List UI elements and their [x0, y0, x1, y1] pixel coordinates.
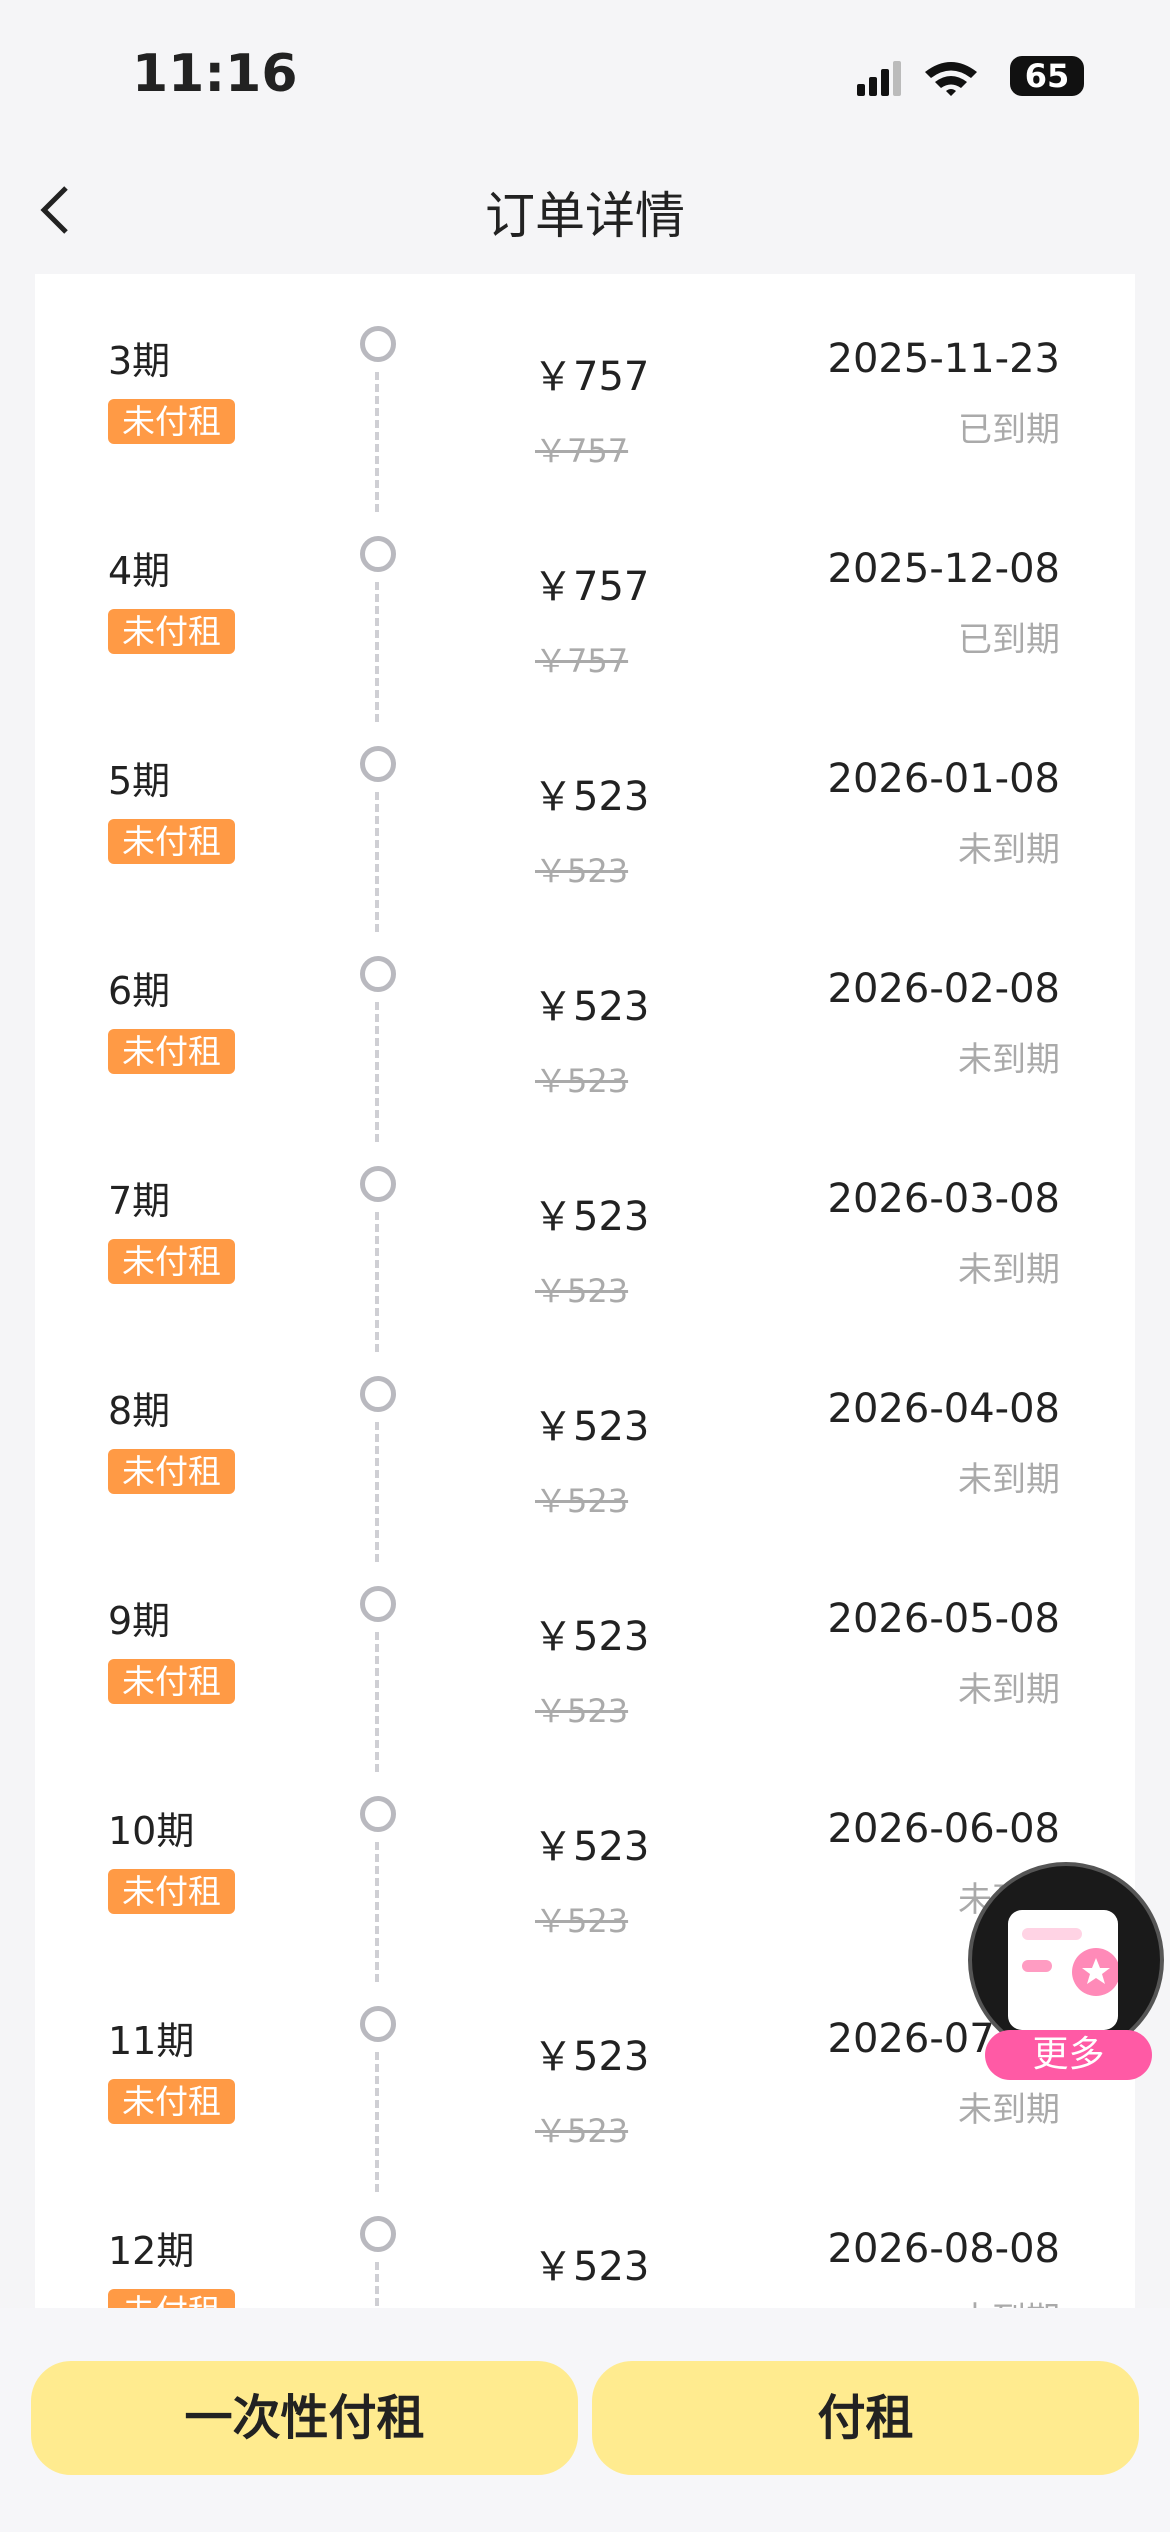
- timeline-dot: [360, 1166, 396, 1202]
- price: ￥523: [533, 1194, 650, 1240]
- timeline-dot: [360, 2216, 396, 2252]
- timeline-line: [375, 1212, 379, 1352]
- battery: 65: [1010, 56, 1084, 96]
- status-tag: 未付租: [108, 399, 235, 444]
- timeline-dot: [360, 326, 396, 362]
- period: 10期: [108, 1809, 195, 1853]
- period: 12期: [108, 2229, 195, 2273]
- timeline-line: [375, 1002, 379, 1142]
- due-date: 2026-06-08: [827, 1806, 1060, 1852]
- status-tag: 未付租: [108, 1239, 235, 1284]
- original-price: ￥757: [535, 642, 629, 680]
- original-price: ￥523: [535, 2112, 629, 2150]
- original-price: ￥523: [535, 1902, 629, 1940]
- due-status: 未到期: [958, 1040, 1060, 1080]
- price: ￥523: [533, 1824, 650, 1870]
- due-date: 2025-12-08: [827, 546, 1060, 592]
- timeline-line: [375, 1422, 379, 1562]
- due-date: 2026-03-08: [827, 1176, 1060, 1222]
- period: 7期: [108, 1179, 171, 1223]
- timeline-dot: [360, 1586, 396, 1622]
- due-status: 未到期: [958, 1250, 1060, 1290]
- period: 3期: [108, 339, 171, 383]
- due-status: 未到期: [958, 830, 1060, 870]
- original-price: ￥523: [535, 1482, 629, 1520]
- timeline-line: [375, 1632, 379, 1772]
- period: 8期: [108, 1389, 171, 1433]
- due-status: 未到期: [958, 2090, 1060, 2130]
- status-tag: 未付租: [108, 1659, 235, 1704]
- page-title: 订单详情: [485, 187, 685, 245]
- status-tag: 未付租: [108, 2079, 235, 2124]
- due-status: 已到期: [958, 410, 1060, 450]
- timeline-line: [375, 372, 379, 512]
- timeline-dot: [360, 536, 396, 572]
- due-status: 未到期: [958, 1460, 1060, 1500]
- timeline-dot: [360, 746, 396, 782]
- status-tag: 未付租: [108, 1449, 235, 1494]
- installment-list: 3期 未付租 ￥757 ￥757 2025-11-23 已到期 4期 未付租 ￥757 ￥757 2…: [35, 274, 1135, 2308]
- due-date: 2026-01-08: [827, 756, 1060, 802]
- floating-icon: [1008, 1910, 1120, 2030]
- timeline-line: [375, 2262, 379, 2308]
- due-date: 2025-11-23: [827, 336, 1060, 382]
- period: 6期: [108, 969, 171, 1013]
- timeline-dot: [360, 1376, 396, 1412]
- original-price: ￥523: [535, 1692, 629, 1730]
- period: 4期: [108, 549, 171, 593]
- price: ￥523: [533, 2244, 650, 2290]
- status-tag: 未付租: [108, 2289, 235, 2308]
- status-tag: 未付租: [108, 1029, 235, 1074]
- original-price: ￥523: [535, 1062, 629, 1100]
- due-status: 已到期: [958, 620, 1060, 660]
- price: ￥757: [533, 354, 650, 400]
- due-date: 2026-05-08: [827, 1596, 1060, 1642]
- original-price: ￥523: [535, 852, 629, 890]
- period: 11期: [108, 2019, 195, 2063]
- price: ￥757: [533, 564, 650, 610]
- due-status: 未到期: [958, 1670, 1060, 1710]
- back-button[interactable]: [30, 180, 80, 240]
- time: 11:16: [132, 44, 298, 104]
- status-tag: 未付租: [108, 819, 235, 864]
- timeline-dot: [360, 956, 396, 992]
- status-tag: 未付租: [108, 1869, 235, 1914]
- due-date: 2026-02-08: [827, 966, 1060, 1012]
- timeline-line: [375, 2052, 379, 2192]
- price: ￥523: [533, 984, 650, 1030]
- due-date: 2026-04-08: [827, 1386, 1060, 1432]
- original-price: ￥523: [535, 1272, 629, 1310]
- price: ￥523: [533, 1614, 650, 1660]
- more-label[interactable]: 更多: [985, 2030, 1152, 2080]
- due-date: 2026-08-08: [827, 2226, 1060, 2272]
- timeline-line: [375, 582, 379, 722]
- pay-all-button[interactable]: 一次性付租: [31, 2361, 578, 2475]
- timeline-line: [375, 1842, 379, 1982]
- period: 5期: [108, 759, 171, 803]
- pay-button[interactable]: 付租: [592, 2361, 1139, 2475]
- price: ￥523: [533, 2034, 650, 2080]
- timeline-dot: [360, 2006, 396, 2042]
- original-price: ￥757: [535, 432, 629, 470]
- status-tag: 未付租: [108, 609, 235, 654]
- price: ￥523: [533, 774, 650, 820]
- timeline-dot: [360, 1796, 396, 1832]
- timeline-line: [375, 792, 379, 932]
- due-status: 未到期: [958, 2292, 1060, 2308]
- price: ￥523: [533, 1404, 650, 1450]
- signal-wifi: [857, 61, 977, 96]
- period: 9期: [108, 1599, 171, 1643]
